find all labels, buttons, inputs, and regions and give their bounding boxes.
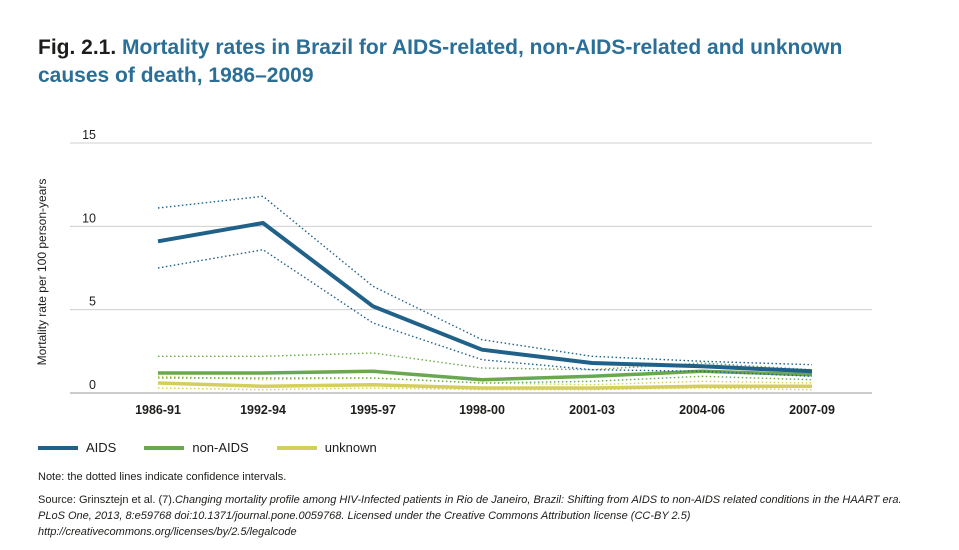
ci-lower-line-aids xyxy=(157,248,813,377)
x-axis-ticks: 1986-91 1992-94 1995-97 1998-00 2001-03 2004-… xyxy=(135,403,835,417)
ci-upper-line-aids xyxy=(157,195,813,366)
legend-label-non-aids: non-AIDS xyxy=(192,440,249,455)
series-non-aids xyxy=(157,352,813,384)
y-axis-label: Mortality rate per 100 person-years xyxy=(35,179,49,366)
y-tick-label: 0 xyxy=(89,378,96,392)
ci-lower-line-non-aids xyxy=(158,375,813,384)
series-line-unknown xyxy=(157,381,812,390)
x-tick-label: 1992-94 xyxy=(240,403,286,417)
legend-label-aids: AIDS xyxy=(86,440,117,455)
figure-label: Fig. 2.1. xyxy=(38,36,117,59)
legend: AIDS non-AIDS unknown xyxy=(38,440,405,455)
source-citation: Source: Grinsztejn et al. (7).Changing m… xyxy=(38,492,918,540)
legend-label-unknown: unknown xyxy=(324,440,377,455)
gridlines xyxy=(70,142,872,394)
legend-swatch-unknown xyxy=(276,445,317,450)
series-line-aids xyxy=(157,221,813,374)
x-tick-label: 2004-06 xyxy=(679,403,725,417)
x-tick-label: 1995-97 xyxy=(350,403,396,417)
y-tick-label: 15 xyxy=(82,128,96,142)
source-citation-text: Changing mortality profile among HIV-Inf… xyxy=(38,494,902,538)
ci-upper-line-non-aids xyxy=(158,352,813,371)
legend-item-non-aids: non-AIDS xyxy=(144,440,249,455)
figure-title-text: Mortality rates in Brazil for AIDS-relat… xyxy=(38,36,843,87)
legend-swatch-non-aids xyxy=(144,445,185,450)
x-tick-label: 1998-00 xyxy=(459,403,505,417)
x-tick-label: 2007-09 xyxy=(789,403,835,417)
y-tick-label: 10 xyxy=(82,211,96,225)
legend-item-aids: AIDS xyxy=(38,440,116,455)
y-tick-label: 5 xyxy=(89,295,96,309)
source-prefix: Source: Grinsztejn et al. (7). xyxy=(38,494,175,506)
series-lines xyxy=(157,195,813,391)
chart-note: Note: the dotted lines indicate confiden… xyxy=(38,471,287,483)
x-tick-label: 2001-03 xyxy=(569,403,615,417)
series-line-non-aids xyxy=(158,369,813,382)
legend-item-unknown: unknown xyxy=(276,440,377,455)
legend-swatch-aids xyxy=(38,445,78,450)
x-tick-label: 1986-91 xyxy=(135,403,181,417)
y-axis-ticks: 0 5 10 15 xyxy=(82,128,96,392)
figure-title: Fig. 2.1. Mortality rates in Brazil for … xyxy=(38,34,918,90)
series-aids xyxy=(157,195,813,377)
